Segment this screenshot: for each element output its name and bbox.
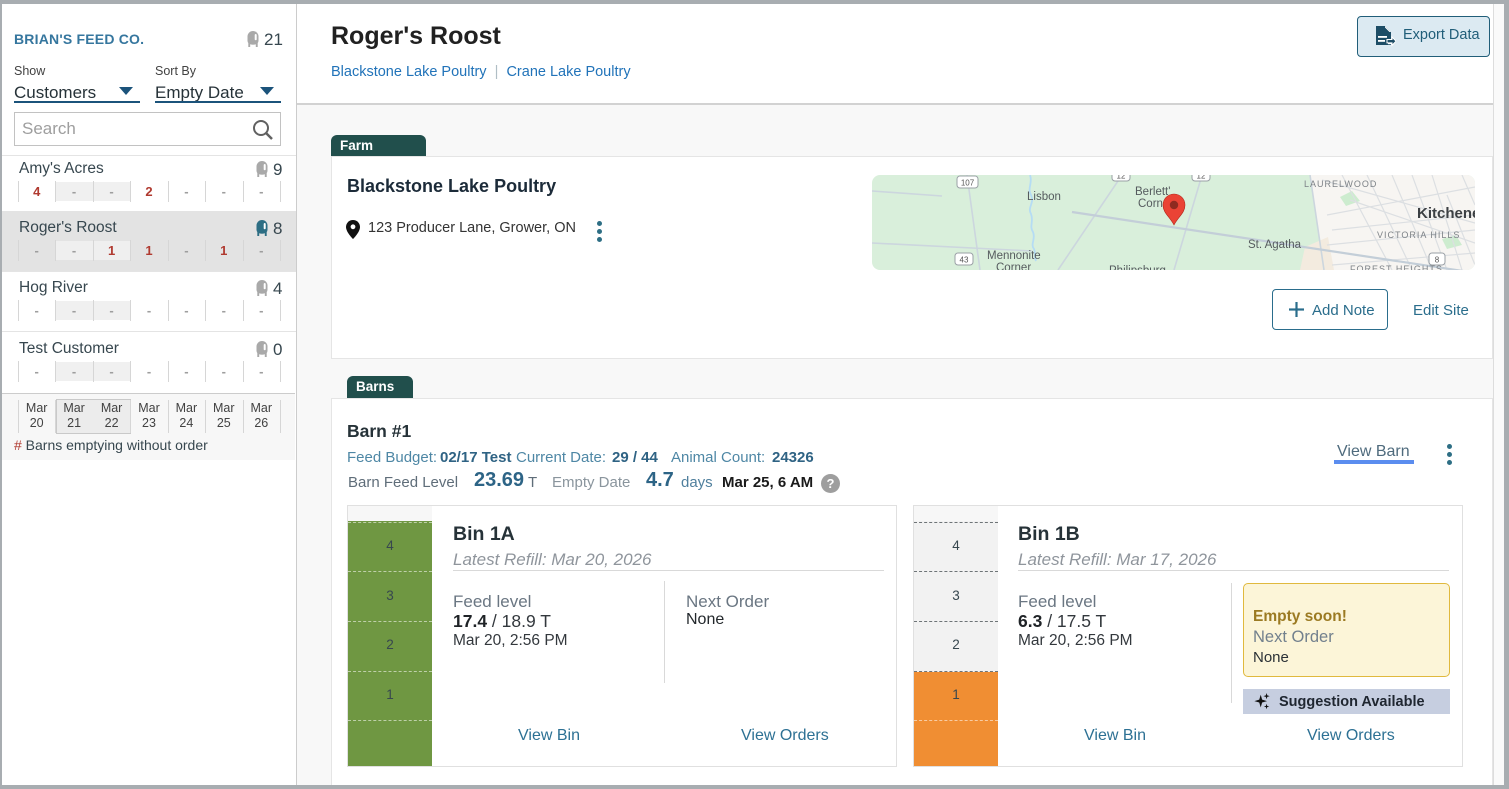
svg-text:Corner: Corner <box>996 262 1031 270</box>
svg-text:8: 8 <box>1435 256 1440 265</box>
svg-text:Lisbon: Lisbon <box>1027 191 1061 203</box>
svg-text:VICTORIA HILLS: VICTORIA HILLS <box>1377 230 1460 240</box>
svg-text:Berlett': Berlett' <box>1135 186 1170 198</box>
svg-text:43: 43 <box>960 256 969 265</box>
svg-text:Kitchener: Kitchener <box>1417 205 1475 222</box>
svg-text:Mennonite: Mennonite <box>987 250 1041 262</box>
svg-text:12: 12 <box>1197 175 1206 181</box>
svg-text:LAURELWOOD: LAURELWOOD <box>1304 179 1377 189</box>
svg-text:Philipsburg: Philipsburg <box>1109 265 1166 270</box>
svg-text:12: 12 <box>1117 175 1126 181</box>
svg-text:107: 107 <box>961 179 975 188</box>
svg-text:Corne: Corne <box>1138 198 1169 210</box>
svg-text:FOREST HEIGHTS: FOREST HEIGHTS <box>1350 264 1443 270</box>
svg-text:St. Agatha: St. Agatha <box>1248 239 1302 251</box>
